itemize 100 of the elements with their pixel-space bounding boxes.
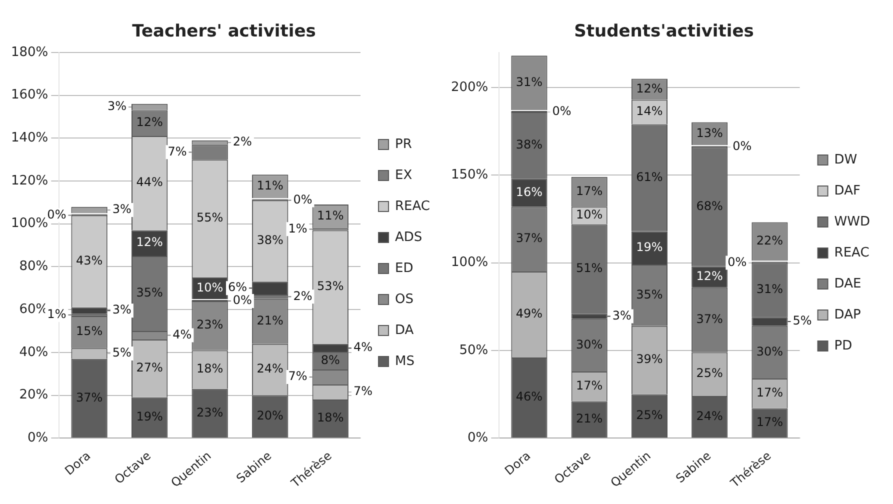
y-tick-label: 140%: [10, 130, 48, 146]
data-label: 7%: [288, 369, 308, 384]
data-label: 24%: [256, 362, 284, 376]
y-tick-label: 150%: [450, 168, 488, 182]
data-label: 7%: [353, 384, 372, 398]
data-label: 21%: [256, 313, 284, 328]
data-label: 39%: [636, 352, 663, 366]
data-label: 13%: [696, 126, 723, 140]
legend-label: DA: [395, 322, 414, 338]
data-label: 10%: [196, 280, 224, 294]
data-label: 53%: [317, 279, 344, 294]
legend-label: DAP: [834, 307, 861, 322]
data-label: 1%: [47, 307, 66, 322]
data-label: 46%: [516, 390, 543, 404]
data-label: 12%: [136, 115, 163, 130]
data-label: 12%: [636, 81, 663, 96]
data-label: 37%: [76, 390, 103, 404]
data-label: 4%: [172, 327, 192, 342]
data-label: 37%: [696, 312, 723, 326]
data-label: 17%: [756, 386, 784, 400]
data-label: 19%: [136, 410, 163, 424]
data-label: 8%: [320, 353, 340, 368]
data-label: 3%: [112, 202, 132, 216]
legend-label: DW: [834, 152, 858, 168]
data-label: 23%: [196, 318, 224, 332]
y-tick-label: 80%: [19, 259, 48, 274]
y-tick-label: 100%: [10, 216, 48, 232]
data-label: 19%: [636, 240, 663, 254]
y-tick-label: 0%: [28, 430, 48, 446]
data-label: 4%: [353, 340, 372, 354]
data-label: 18%: [196, 362, 224, 376]
data-label: 17%: [756, 415, 784, 430]
data-label: 12%: [696, 268, 723, 283]
y-tick-label: 120%: [10, 173, 48, 188]
data-label: 27%: [136, 360, 163, 375]
data-label: 2%: [293, 288, 312, 303]
data-label: 1%: [288, 221, 308, 236]
data-label: 43%: [76, 253, 103, 268]
data-label: 31%: [516, 74, 543, 89]
legend-label: EX: [395, 168, 412, 183]
data-label: 14%: [636, 104, 663, 118]
legend-label: PD: [834, 338, 852, 354]
data-label: 12%: [136, 235, 163, 250]
data-label: 37%: [516, 231, 543, 246]
data-label: 35%: [636, 287, 663, 302]
data-label: 30%: [756, 344, 784, 358]
legend-label: REAC: [834, 245, 870, 260]
legend-label: DAF: [834, 183, 860, 198]
data-label: 55%: [196, 210, 224, 225]
data-label: 51%: [576, 261, 603, 276]
data-label: 5%: [792, 314, 812, 328]
data-label: 25%: [636, 408, 663, 422]
legend-label: REAC: [395, 198, 430, 214]
data-label: 11%: [317, 208, 344, 222]
legend-label: MS: [395, 354, 414, 369]
y-tick-label: 100%: [450, 255, 488, 270]
data-label: 38%: [516, 137, 543, 152]
legend-label: ADS: [395, 230, 422, 245]
data-label: 35%: [136, 286, 163, 300]
data-label: 22%: [756, 234, 784, 248]
y-tick-label: 50%: [459, 342, 488, 358]
data-label: 61%: [636, 170, 663, 184]
y-tick-label: 40%: [19, 344, 48, 360]
data-label: 0%: [552, 104, 572, 118]
data-label: 17%: [576, 378, 603, 393]
legend-label: ED: [395, 260, 414, 276]
data-label: 16%: [516, 184, 543, 199]
legend-label: WWD: [834, 214, 870, 230]
data-label: 7%: [168, 144, 187, 158]
y-tick-label: 0%: [468, 430, 488, 446]
data-label: 11%: [256, 178, 284, 193]
y-tick-label: 20%: [19, 388, 48, 403]
legend-label: DAE: [834, 276, 862, 292]
data-label: 0%: [293, 192, 312, 206]
data-label: 17%: [576, 184, 603, 198]
data-label: 30%: [576, 337, 603, 352]
data-label: 68%: [696, 198, 723, 213]
data-label: 10%: [576, 208, 603, 222]
legend-label: PR: [395, 136, 412, 152]
legend-label: OS: [395, 292, 414, 307]
data-label: 3%: [612, 308, 632, 322]
data-label: 0%: [232, 293, 252, 308]
data-label: 0%: [47, 207, 66, 222]
data-label: 0%: [732, 139, 752, 154]
data-label: 20%: [256, 408, 284, 423]
y-tick-label: 180%: [10, 44, 48, 60]
data-label: 25%: [696, 366, 723, 380]
data-label: 3%: [112, 302, 132, 317]
data-label: 31%: [756, 282, 784, 296]
data-label: 5%: [112, 346, 132, 360]
data-label: 21%: [576, 412, 603, 426]
data-label: 38%: [256, 233, 284, 248]
y-tick-label: 200%: [450, 80, 488, 95]
y-tick-label: 160%: [10, 88, 48, 103]
data-label: 0%: [728, 254, 747, 269]
chart-title: Students'activities: [574, 22, 754, 42]
data-label: 49%: [516, 306, 543, 321]
data-label: 24%: [696, 408, 723, 423]
data-label: 18%: [317, 410, 344, 425]
data-label: 6%: [228, 280, 248, 294]
